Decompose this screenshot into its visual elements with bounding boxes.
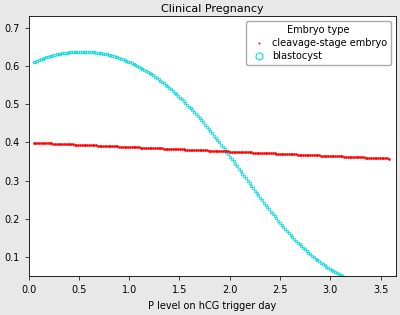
X-axis label: P level on hCG trigger day: P level on hCG trigger day [148, 301, 276, 311]
Legend: cleavage-stage embryo, blastocyst: cleavage-stage embryo, blastocyst [246, 21, 391, 65]
Title: Clinical Pregnancy: Clinical Pregnancy [161, 4, 264, 14]
